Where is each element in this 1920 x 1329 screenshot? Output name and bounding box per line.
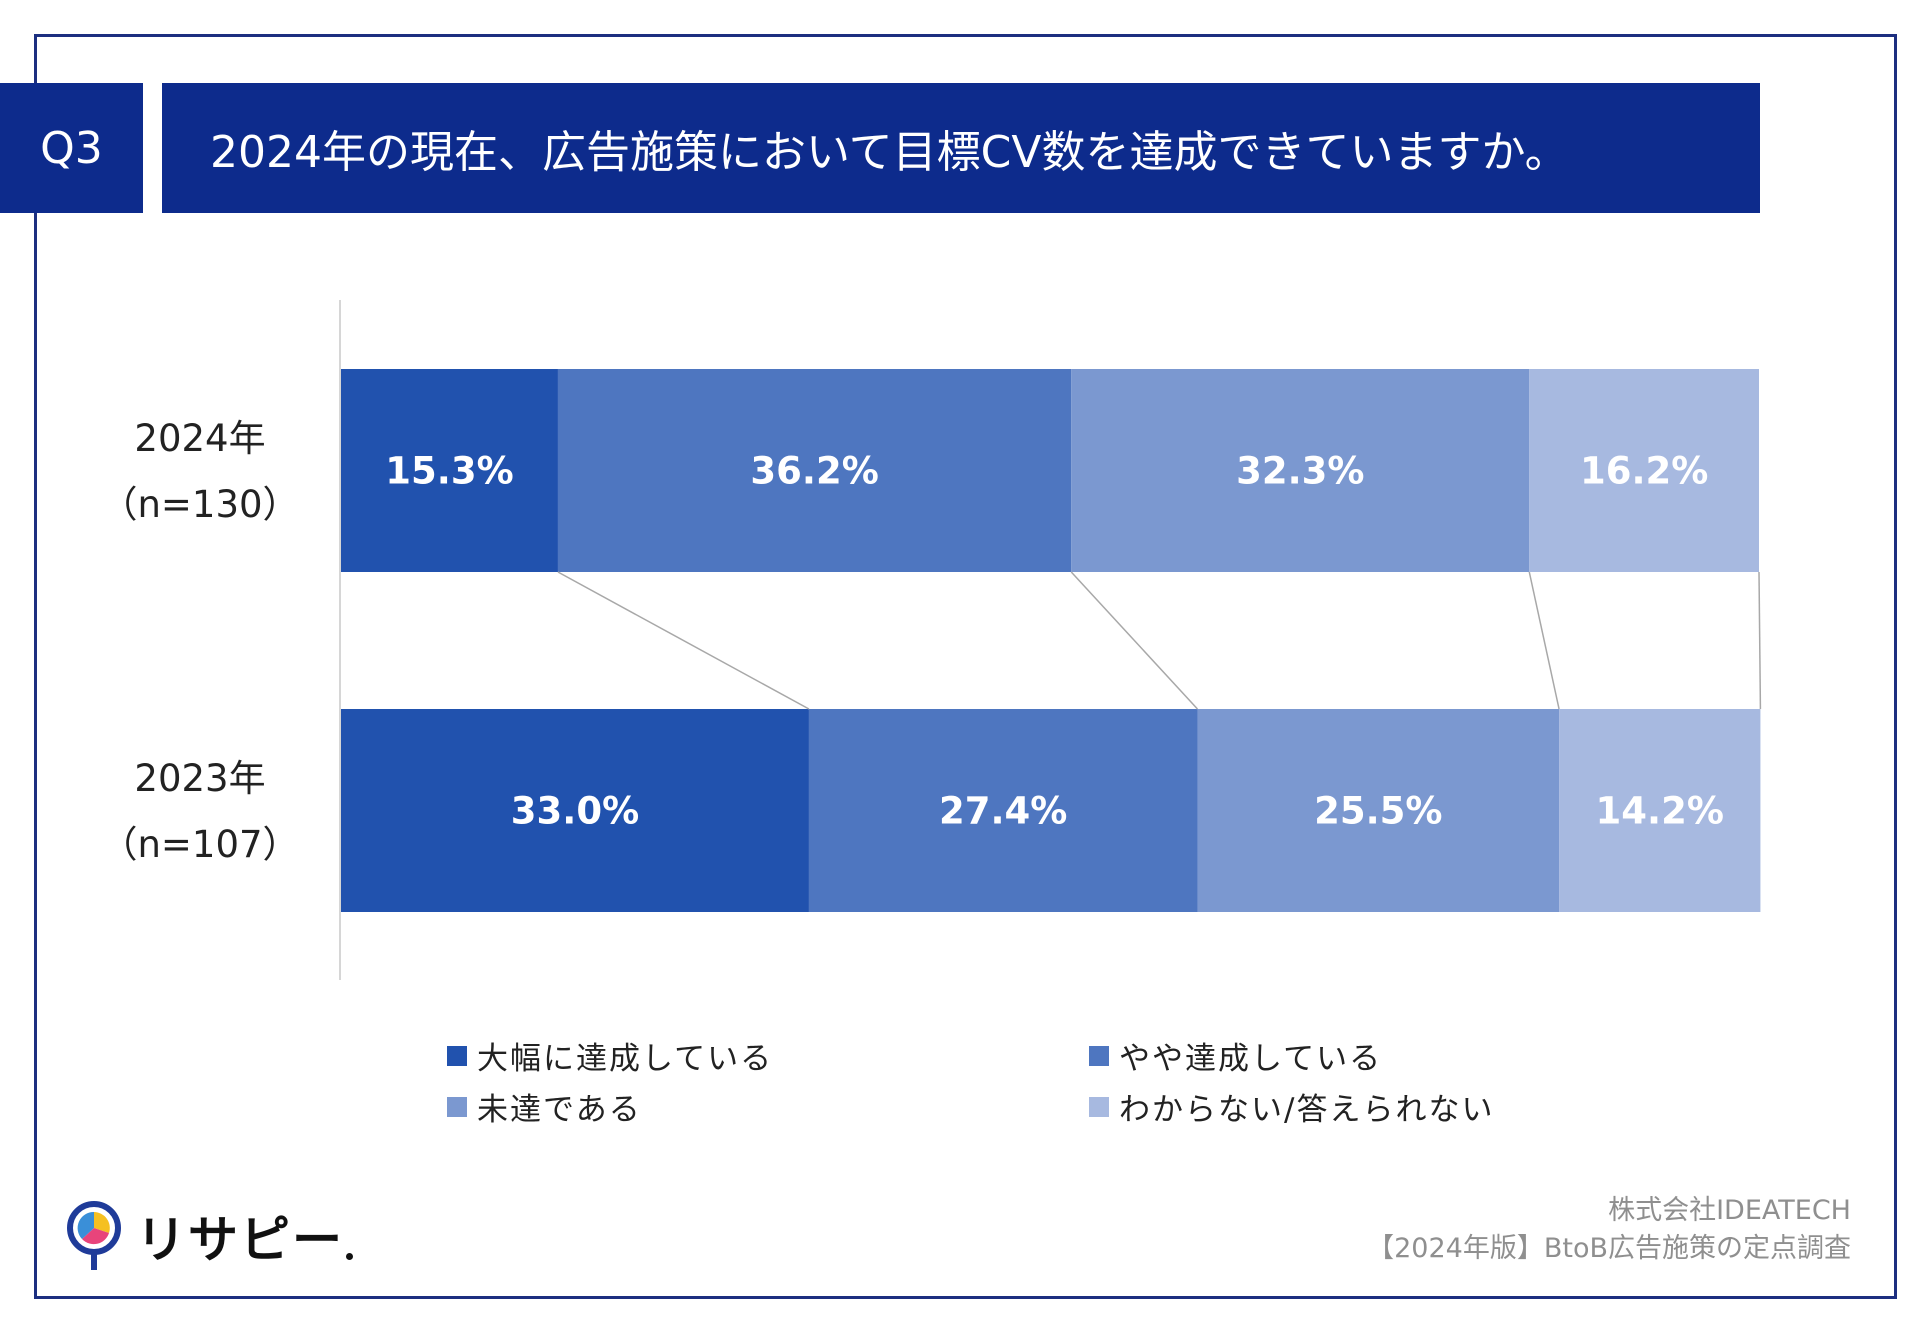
data-label: 33.0% [511,790,639,833]
legend-item-0: 大幅に達成している [447,1033,773,1078]
row-sample-size: （n=107） [100,823,299,866]
legend-item-2: 未達である [447,1084,642,1129]
connector-line [1758,571,1762,710]
legend-item-3: わからない/答えられない [1089,1084,1494,1129]
data-label: 15.3% [385,450,513,493]
connector-line [557,571,810,710]
legend-label-1: やや達成している [1119,1041,1383,1077]
source-credit: 株式会社IDEATECH 【2024年版】BtoB広告施策の定点調査 [1367,1192,1851,1268]
row-sample-size: （n=130） [100,483,299,526]
connector-line [1528,571,1560,710]
question-number: Q3 [0,83,143,213]
legend-label-3: わからない/答えられない [1119,1092,1495,1128]
question-number-label: Q3 [40,122,103,174]
bar-segment [1071,369,1530,572]
legend-item-1: やや達成している [1089,1033,1382,1078]
legend-swatch-0 [447,1045,467,1066]
survey-name: 【2024年版】BtoB広告施策の定点調査 [1367,1233,1851,1264]
bar-segment [557,369,1072,572]
bar-segment [1559,709,1761,912]
bar-segment [1529,369,1759,572]
data-label: 32.3% [1236,450,1364,493]
bar-segment [341,709,809,912]
company-name: 株式会社IDEATECH [1608,1195,1851,1226]
data-label: 25.5% [1314,790,1442,833]
bar-segment [341,369,558,572]
data-label: 16.2% [1580,450,1708,493]
row-label: 2023年 [134,757,265,800]
legend-label-0: 大幅に達成している [477,1041,774,1077]
logo-text: リサピー [136,1211,344,1269]
legend-label-2: 未達である [477,1092,642,1128]
data-label: 27.4% [939,790,1067,833]
data-label: 36.2% [750,450,878,493]
slide-frame [34,34,1897,1299]
bar-segment [808,709,1198,912]
question-title-box: 2024年の現在、広告施策において目標CV数を達成できていますか。 [162,83,1760,213]
connector-line [1070,571,1199,710]
legend-swatch-1 [1089,1045,1109,1066]
legend-swatch-3 [1089,1096,1109,1117]
logo-dot [346,1253,353,1260]
legend-swatch-2 [447,1096,467,1117]
pin-pie-icon [67,1201,121,1270]
question-title: 2024年の現在、広告施策において目標CV数を達成できていますか。 [210,127,1569,178]
data-label: 14.2% [1596,790,1724,833]
risapi-logo: リサピー [66,1200,353,1272]
row-label: 2024年 [134,417,265,460]
bar-segment [1197,709,1560,912]
